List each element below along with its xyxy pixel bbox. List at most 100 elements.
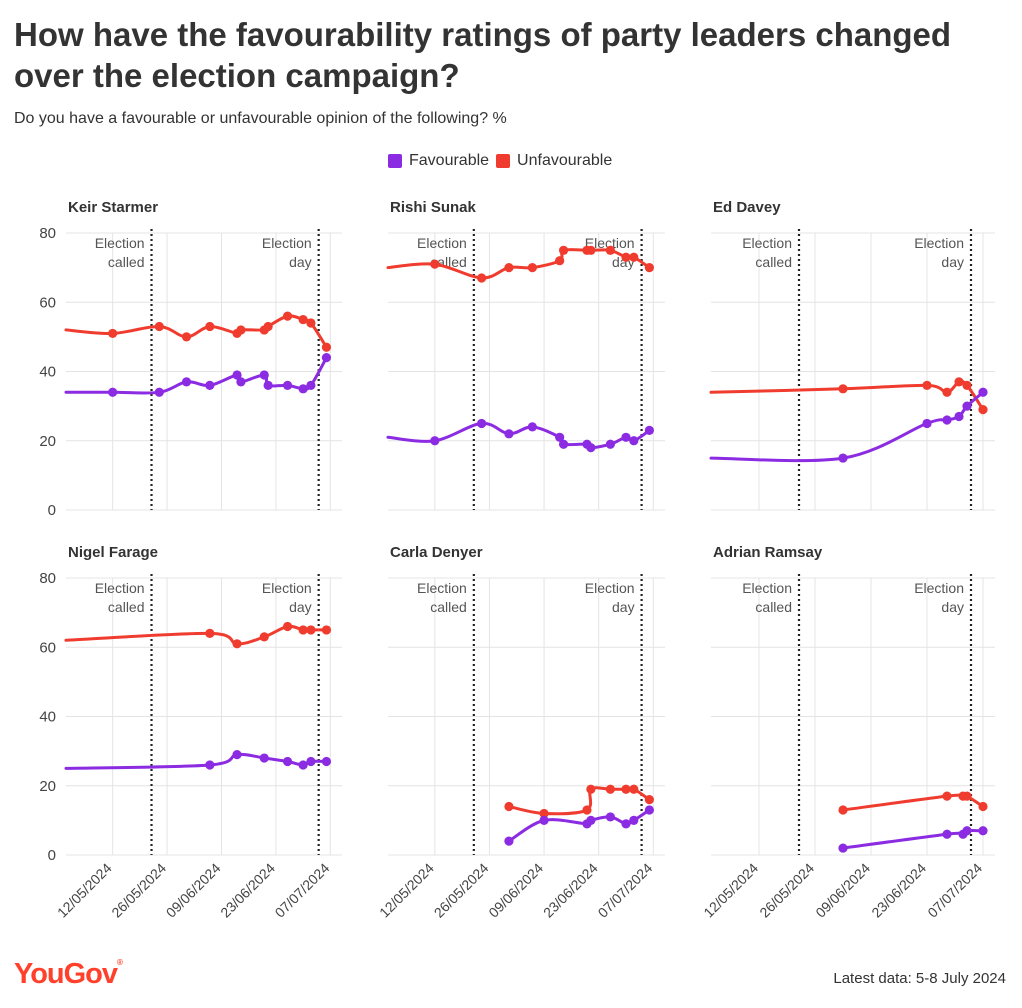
data-point-favourable — [282, 380, 293, 390]
panel-title: Rishi Sunak — [390, 199, 477, 216]
data-point-unfavourable — [962, 380, 972, 390]
data-point-favourable — [621, 819, 631, 829]
panel-carla-denyer: Carla Denyer 12/05/202426/05/202409/06/20… — [376, 544, 665, 921]
data-point-unfavourable — [236, 325, 246, 335]
data-point-favourable — [586, 443, 596, 453]
panel-adrian-ramsay: Adrian Ramsay 12/05/202426/05/202409/06/2… — [700, 544, 995, 921]
data-point-favourable — [232, 749, 242, 760]
data-point-unfavourable — [629, 784, 639, 794]
event-label: Election — [742, 235, 792, 251]
x-tick-label: 09/06/2024 — [485, 860, 546, 921]
data-point-unfavourable — [205, 321, 215, 332]
event-label: Election — [914, 235, 964, 251]
data-point-unfavourable — [954, 377, 964, 387]
data-point-favourable — [205, 380, 215, 390]
event-label: called — [108, 599, 145, 615]
data-point-favourable — [838, 843, 848, 853]
event-label: day — [289, 254, 312, 270]
data-point-unfavourable — [586, 784, 596, 794]
data-point-favourable — [232, 370, 242, 380]
data-point-favourable — [629, 815, 639, 825]
data-point-unfavourable — [558, 245, 569, 255]
event-label: Election — [262, 235, 312, 251]
legend: Favourable Unfavourable — [388, 152, 612, 170]
y-tick-label: 20 — [39, 778, 56, 795]
series-line-unfavourable — [709, 379, 985, 412]
event-label: Election — [585, 235, 635, 251]
data-point-favourable — [181, 377, 192, 387]
legend-favourable-label: Favourable — [409, 152, 490, 169]
panel-nigel-farage: Nigel Farage 0 20 40 60 80 12/05/202426/05/202… — [39, 544, 342, 921]
data-point-favourable — [430, 436, 440, 446]
data-point-unfavourable — [605, 245, 615, 255]
data-point-unfavourable — [605, 784, 615, 794]
x-tick-label: 12/05/2024 — [376, 860, 437, 921]
data-point-favourable — [922, 418, 932, 429]
event-label: day — [941, 254, 964, 270]
data-point-unfavourable — [430, 259, 440, 269]
data-point-favourable — [306, 380, 316, 390]
data-point-unfavourable — [282, 311, 293, 321]
latest-data-note: Latest data: 5-8 July 2024 — [833, 970, 1006, 987]
x-tick-label: 26/05/2024 — [756, 860, 817, 921]
data-point-unfavourable — [942, 791, 952, 801]
panel-title: Keir Starmer — [68, 199, 158, 216]
data-point-unfavourable — [644, 795, 654, 805]
y-tick-label: 0 — [48, 847, 56, 864]
yougov-logo: YouGov® — [14, 958, 123, 991]
panel-ed-davey: Ed Davey Election called Election day — [709, 199, 995, 511]
event-label: Election — [742, 580, 792, 596]
y-tick-label: 60 — [39, 639, 56, 656]
panel-keir-starmer: Keir Starmer 0 20 40 60 80 Election called Elect… — [39, 199, 342, 519]
data-point-unfavourable — [477, 273, 487, 283]
data-point-favourable — [236, 377, 246, 387]
data-point-unfavourable — [321, 625, 332, 635]
data-point-favourable — [954, 411, 964, 422]
data-point-unfavourable — [205, 628, 215, 639]
data-point-favourable — [978, 387, 988, 397]
data-point-favourable — [298, 760, 308, 770]
data-point-favourable — [504, 836, 514, 846]
event-label: Election — [914, 580, 964, 596]
y-tick-label: 20 — [39, 433, 56, 450]
data-point-unfavourable — [555, 256, 565, 266]
data-point-unfavourable — [527, 263, 537, 273]
data-point-unfavourable — [282, 621, 293, 632]
data-point-favourable — [306, 756, 316, 767]
data-point-favourable — [586, 815, 596, 825]
y-tick-label: 40 — [39, 709, 56, 726]
data-point-unfavourable — [978, 801, 988, 812]
data-point-favourable — [605, 439, 615, 449]
event-label: Election — [95, 235, 145, 251]
panel-title: Carla Denyer — [390, 544, 483, 561]
data-point-unfavourable — [586, 245, 596, 255]
y-tick-label: 0 — [48, 502, 56, 519]
data-point-unfavourable — [181, 332, 192, 342]
event-label: called — [108, 254, 145, 270]
data-point-favourable — [838, 453, 848, 463]
data-point-favourable — [629, 436, 639, 446]
data-point-favourable — [978, 826, 988, 836]
data-point-favourable — [282, 756, 293, 767]
data-point-unfavourable — [962, 791, 972, 801]
data-point-unfavourable — [108, 328, 118, 339]
x-tick-label: 26/05/2024 — [108, 860, 169, 921]
data-point-favourable — [942, 829, 952, 839]
data-point-unfavourable — [306, 318, 316, 328]
data-point-unfavourable — [922, 380, 932, 390]
x-tick-label: 23/06/2024 — [217, 860, 278, 921]
legend-unfavourable-label: Unfavourable — [517, 152, 613, 169]
event-label: Election — [417, 580, 467, 596]
data-point-unfavourable — [259, 632, 269, 642]
event-label: Election — [262, 580, 312, 596]
chart-subtitle: Do you have a favourable or unfavourable… — [14, 110, 507, 127]
x-tick-label: 07/07/2024 — [924, 860, 985, 921]
data-point-favourable — [321, 353, 332, 363]
x-tick-label: 09/06/2024 — [163, 860, 224, 921]
x-tick-label: 09/06/2024 — [812, 860, 873, 921]
event-label: Election — [417, 235, 467, 251]
legend-unfavourable-swatch — [496, 154, 511, 168]
data-point-unfavourable — [298, 625, 308, 635]
